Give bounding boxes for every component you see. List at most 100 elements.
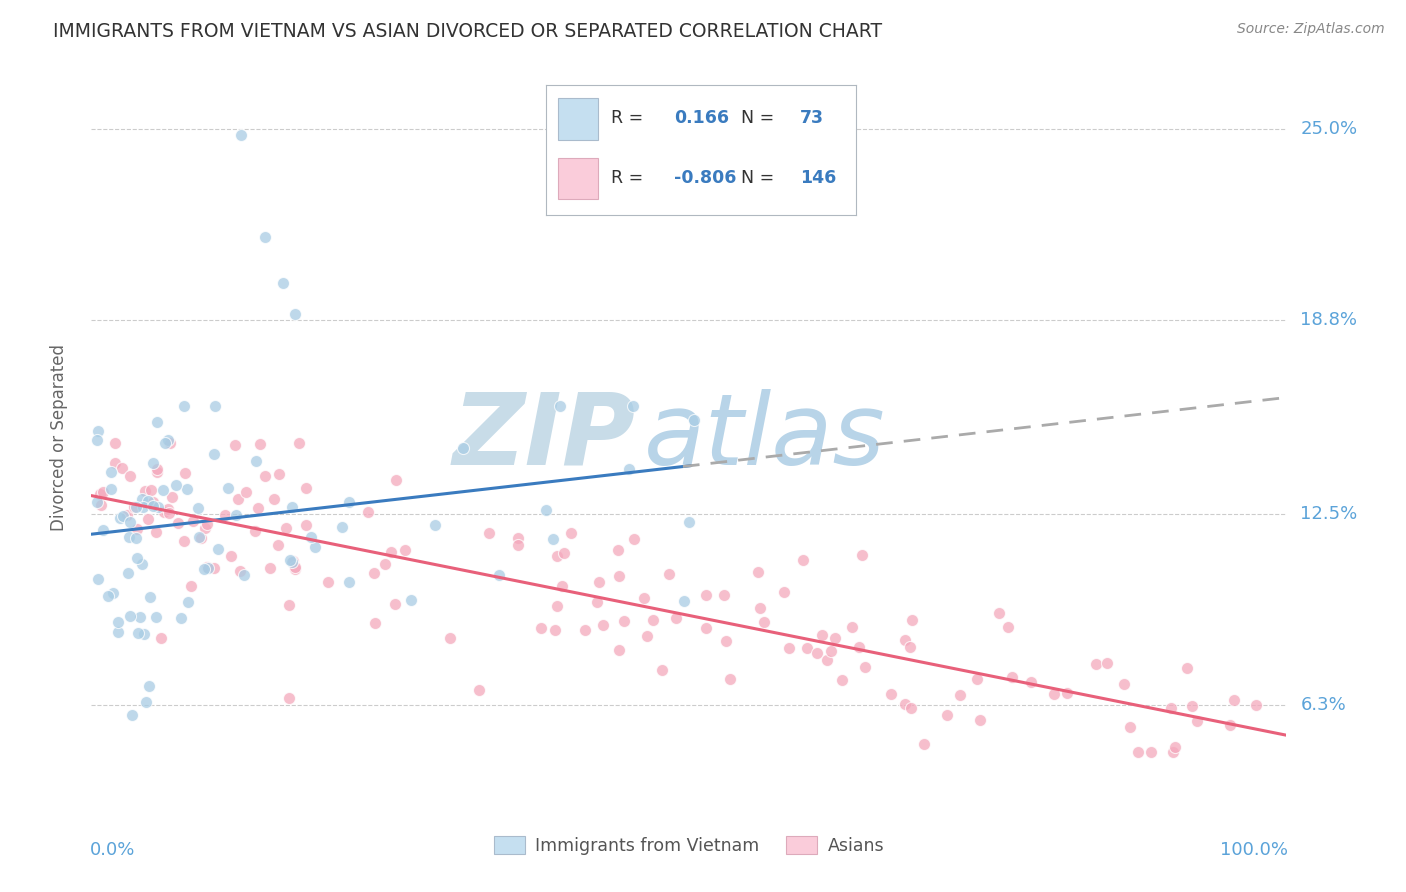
Point (752, 615, 775, 630)
Point (204, 399, 226, 413)
Point (278, 690, 301, 705)
Point (621, 399, 644, 413)
Point (190, 531, 212, 545)
Point (142, 495, 165, 509)
Point (253, 469, 276, 483)
Point (546, 599, 568, 613)
Point (284, 562, 307, 576)
Text: atlas: atlas (644, 389, 886, 485)
Point (87, 424, 110, 438)
Point (173, 534, 195, 549)
Point (546, 549, 568, 564)
Point (152, 483, 174, 498)
Point (1084, 657, 1107, 671)
Point (271, 276, 294, 290)
Point (86, 494, 108, 508)
Point (90, 498, 112, 512)
Point (541, 532, 564, 546)
Point (124, 500, 146, 514)
Point (713, 588, 735, 602)
Point (91, 485, 114, 500)
Point (949, 688, 972, 702)
Point (180, 578, 202, 592)
Point (394, 542, 416, 557)
Point (145, 525, 167, 540)
Point (820, 644, 842, 658)
Point (806, 646, 828, 660)
Point (607, 643, 630, 657)
Point (619, 462, 641, 476)
Point (118, 530, 141, 544)
Point (969, 713, 991, 727)
Point (118, 468, 141, 483)
Point (678, 515, 700, 529)
Point (226, 491, 249, 506)
Point (159, 436, 181, 450)
Point (295, 517, 318, 532)
Point (142, 456, 165, 470)
Point (134, 483, 156, 498)
Point (530, 621, 553, 635)
Point (177, 594, 200, 608)
Y-axis label: Divorced or Separated: Divorced or Separated (49, 343, 67, 531)
Text: 6.3%: 6.3% (1301, 697, 1346, 714)
Point (425, 518, 447, 533)
Point (534, 503, 557, 517)
Point (384, 597, 406, 611)
Point (225, 508, 247, 523)
Point (841, 619, 863, 633)
Point (894, 697, 917, 711)
Point (117, 566, 139, 580)
Point (134, 627, 156, 641)
Point (936, 708, 959, 723)
Point (966, 672, 988, 686)
Point (173, 399, 195, 413)
Point (898, 640, 921, 654)
Point (181, 514, 204, 528)
Point (665, 611, 688, 625)
Point (815, 653, 838, 667)
Point (150, 631, 173, 645)
Point (1244, 698, 1267, 713)
Point (695, 588, 717, 602)
Point (219, 549, 242, 563)
Point (97, 589, 120, 603)
Point (281, 500, 304, 514)
Point (468, 682, 491, 697)
Point (592, 618, 614, 632)
Point (131, 491, 153, 506)
Text: 25.0%: 25.0% (1301, 120, 1358, 137)
Point (281, 555, 304, 569)
Point (636, 629, 658, 643)
Point (157, 506, 180, 520)
Point (263, 491, 285, 506)
Point (146, 500, 169, 515)
Point (623, 532, 645, 546)
Point (111, 461, 134, 475)
Point (997, 620, 1019, 634)
Text: IMMIGRANTS FROM VIETNAM VS ASIAN DIVORCED OR SEPARATED CORRELATION CHART: IMMIGRANTS FROM VIETNAM VS ASIAN DIVORCE… (53, 22, 883, 41)
Point (120, 609, 142, 624)
Point (249, 437, 271, 451)
Text: 18.8%: 18.8% (1301, 310, 1357, 329)
Point (363, 566, 385, 580)
Point (153, 505, 176, 519)
Point (824, 631, 846, 645)
Point (1118, 720, 1140, 734)
Point (93, 523, 115, 537)
Point (86, 434, 108, 448)
Point (142, 499, 165, 513)
Text: ZIP: ZIP (453, 389, 636, 485)
Point (772, 584, 794, 599)
Point (374, 557, 396, 571)
Point (111, 509, 134, 524)
Point (1126, 745, 1149, 759)
Point (901, 613, 924, 627)
Point (287, 436, 309, 450)
Point (202, 561, 225, 575)
Point (104, 456, 127, 470)
Point (138, 679, 160, 693)
Point (121, 707, 143, 722)
Point (811, 627, 834, 641)
Point (86, 572, 108, 586)
